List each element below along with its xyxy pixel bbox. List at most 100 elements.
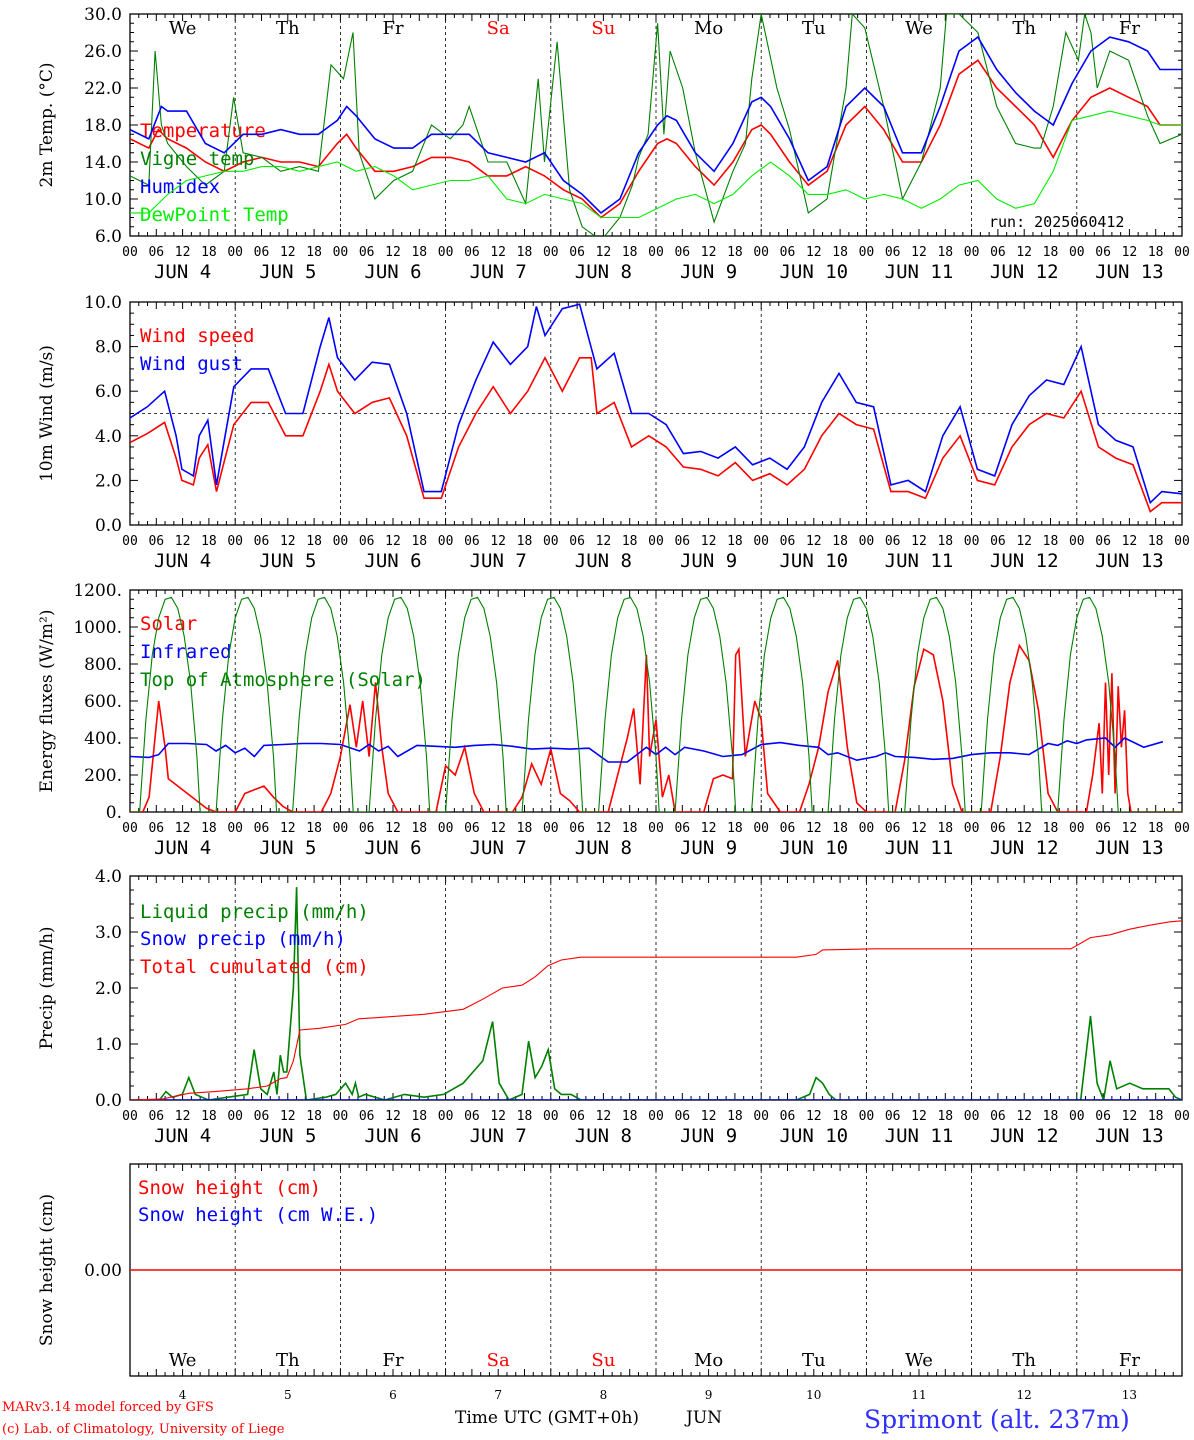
series-line-humidex (130, 35, 1182, 214)
x-tick-label: 06 (990, 245, 1006, 260)
x-tick-label: 18 (1043, 245, 1059, 260)
x-date-label: JUN 5 (259, 550, 316, 572)
day-name: We (169, 18, 197, 39)
x-date-label: JUN 8 (575, 550, 632, 572)
x-tick-label: 06 (1095, 821, 1111, 836)
x-tick-label: 12 (806, 1109, 822, 1124)
x-tick-label: 00 (333, 821, 349, 836)
x-tick-label: 06 (254, 1109, 270, 1124)
x-date-label: JUN 5 (259, 1125, 316, 1147)
x-tick-label: 06 (254, 534, 270, 549)
x-tick-label: 18 (832, 1109, 848, 1124)
x-tick-label: 00 (543, 534, 559, 549)
x-tick-label: 06 (148, 245, 164, 260)
x-tick-label: 06 (674, 1109, 690, 1124)
x-tick-label: 06 (1095, 1109, 1111, 1124)
x-tick-label: 12 (385, 1109, 401, 1124)
x-tick-label: 06 (359, 245, 375, 260)
x-day-number: 13 (1122, 1388, 1137, 1402)
footer-copyright: (c) Lab. of Climatology, University of L… (2, 1422, 285, 1437)
x-date-label: JUN 5 (259, 261, 316, 283)
x-tick-label: 00 (1174, 245, 1190, 260)
x-tick-label: 06 (780, 821, 796, 836)
x-tick-label: 00 (648, 534, 664, 549)
x-tick-label: 06 (885, 1109, 901, 1124)
x-tick-label: 12 (806, 245, 822, 260)
x-tick-label: 06 (569, 245, 585, 260)
x-tick-label: 00 (753, 1109, 769, 1124)
run-label: run: 2025060412 (989, 213, 1124, 231)
x-date-label: JUN 10 (779, 837, 848, 859)
x-tick-label: 00 (543, 821, 559, 836)
y-tick-label: 1.0 (95, 1035, 122, 1055)
panel-3: 0. 200. 400. 600. 800. 1000. 1200. Energy fluxe… (37, 581, 1190, 859)
x-tick-label: 12 (280, 245, 296, 260)
x-tick-label: 12 (1122, 821, 1138, 836)
x-tick-label: 12 (701, 821, 717, 836)
x-tick-label: 18 (832, 534, 848, 549)
y-tick-label: 1000. (73, 618, 122, 638)
day-name: Mo (694, 18, 723, 39)
x-date-label: JUN 11 (885, 550, 954, 572)
x-tick-label: 18 (517, 245, 533, 260)
x-date-label: JUN 11 (885, 837, 954, 859)
x-date-label: JUN 6 (364, 550, 421, 572)
x-date-label: JUN 10 (779, 1125, 848, 1147)
x-tick-label: 00 (543, 245, 559, 260)
x-tick-label: 18 (1148, 821, 1164, 836)
day-name: Fr (1119, 18, 1140, 39)
x-tick-label: 12 (911, 534, 927, 549)
day-name: We (905, 1350, 933, 1371)
day-name: Th (276, 1350, 300, 1371)
x-tick-label: 12 (701, 1109, 717, 1124)
day-name: Tu (802, 1350, 826, 1371)
x-tick-label: 06 (254, 245, 270, 260)
x-tick-label: 18 (1148, 245, 1164, 260)
x-tick-label: 12 (1016, 534, 1032, 549)
x-tick-label: 12 (1016, 821, 1032, 836)
x-tick-label: 06 (464, 245, 480, 260)
x-tick-label: 18 (201, 821, 217, 836)
x-tick-label: 00 (1174, 821, 1190, 836)
x-tick-label: 12 (596, 821, 612, 836)
y-tick-label: 1200. (73, 581, 122, 601)
day-name: Fr (382, 18, 403, 39)
x-tick-label: 06 (885, 245, 901, 260)
x-tick-label: 12 (490, 1109, 506, 1124)
x-date-label: JUN 7 (470, 1125, 527, 1147)
x-date-label: JUN 11 (885, 1125, 954, 1147)
y-axis-label: Energy fluxes (W/m²) (37, 610, 57, 793)
x-tick-label: 06 (885, 821, 901, 836)
y-tick-label: 400. (84, 729, 122, 749)
x-tick-label: 06 (148, 1109, 164, 1124)
y-tick-label: 3.0 (95, 923, 122, 943)
day-name: Tu (802, 18, 826, 39)
x-tick-label: 12 (806, 821, 822, 836)
y-tick-label: 26.0 (84, 42, 122, 62)
legend-vigne-temp: Vigne temp (140, 148, 254, 170)
x-date-label: JUN 10 (779, 261, 848, 283)
x-tick-label: 12 (1122, 245, 1138, 260)
day-name: Fr (382, 1350, 403, 1371)
x-tick-label: 06 (780, 245, 796, 260)
x-tick-label: 12 (806, 534, 822, 549)
y-tick-label: 6.0 (95, 227, 122, 247)
legend-total-cumulated-cm-: Total cumulated (cm) (140, 956, 369, 978)
x-tick-label: 12 (385, 821, 401, 836)
x-date-label: JUN 13 (1095, 1125, 1164, 1147)
x-tick-label: 18 (622, 245, 638, 260)
x-tick-label: 00 (964, 821, 980, 836)
y-tick-label: 600. (84, 692, 122, 712)
x-date-label: JUN 13 (1095, 837, 1164, 859)
x-tick-label: 06 (990, 1109, 1006, 1124)
x-tick-label: 00 (122, 1109, 138, 1124)
x-tick-label: 00 (438, 821, 454, 836)
panel-5: 0.00 Snow height (cm) Snow height (cm) Snow… (37, 1163, 1183, 1402)
x-tick-label: 00 (648, 1109, 664, 1124)
x-tick-label: 00 (964, 534, 980, 549)
x-tick-label: 00 (1069, 1109, 1085, 1124)
x-tick-label: 06 (359, 821, 375, 836)
x-tick-label: 12 (280, 534, 296, 549)
x-tick-label: 12 (596, 1109, 612, 1124)
